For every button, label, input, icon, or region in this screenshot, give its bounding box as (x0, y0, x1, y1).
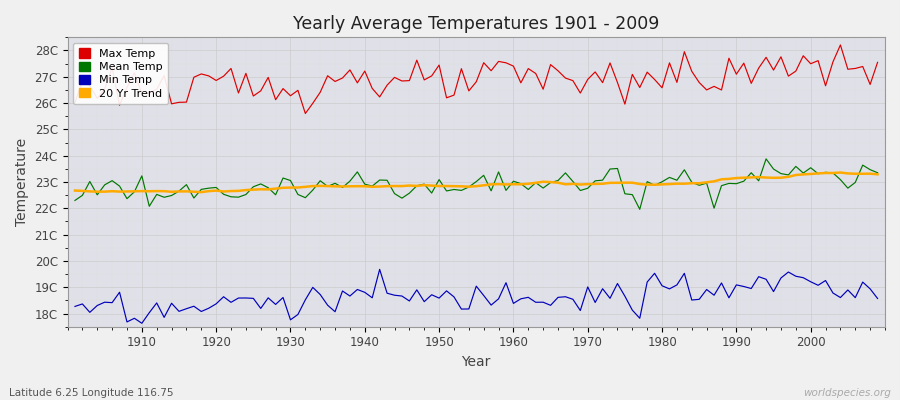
X-axis label: Year: Year (462, 355, 491, 369)
Legend: Max Temp, Mean Temp, Min Temp, 20 Yr Trend: Max Temp, Mean Temp, Min Temp, 20 Yr Tre… (73, 43, 167, 104)
Y-axis label: Temperature: Temperature (15, 138, 29, 226)
Text: Latitude 6.25 Longitude 116.75: Latitude 6.25 Longitude 116.75 (9, 388, 174, 398)
Title: Yearly Average Temperatures 1901 - 2009: Yearly Average Temperatures 1901 - 2009 (293, 15, 660, 33)
Text: worldspecies.org: worldspecies.org (803, 388, 891, 398)
